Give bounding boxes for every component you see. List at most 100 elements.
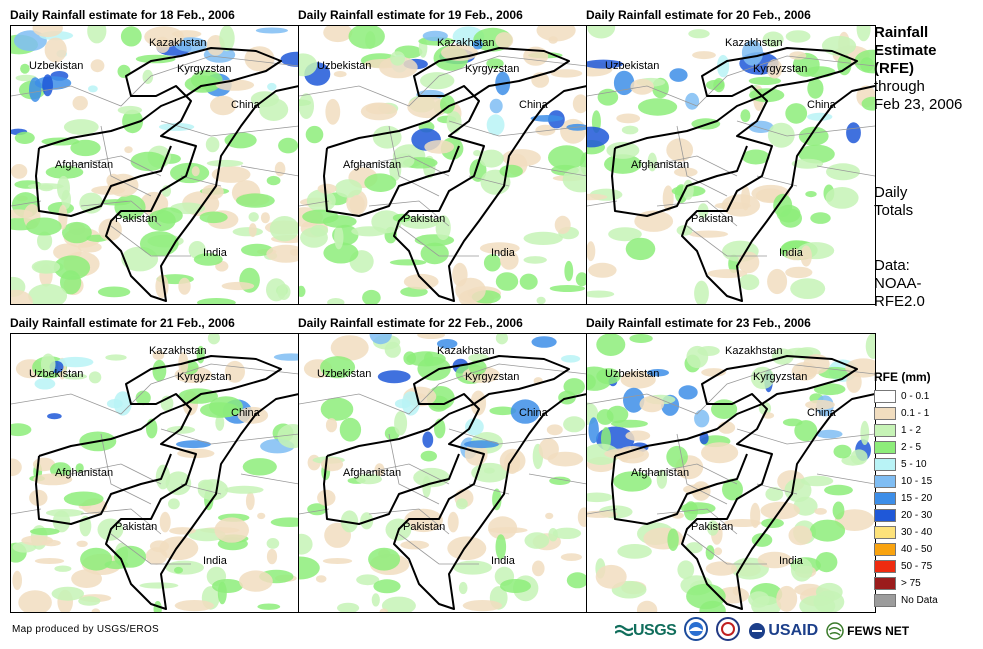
country-label-uzbekistan: Uzbekistan — [605, 368, 659, 380]
rainfall-patch — [779, 208, 802, 228]
rainfall-patch — [625, 430, 651, 441]
country-label-uzbekistan: Uzbekistan — [29, 368, 83, 380]
rainfall-patch — [549, 285, 586, 292]
rainfall-patch — [694, 409, 710, 428]
rainfall-patch — [330, 335, 369, 361]
rainfall-patch — [389, 259, 427, 266]
map-panel: Daily Rainfall estimate for 18 Feb., 200… — [10, 8, 300, 308]
rainfall-patch — [554, 215, 571, 234]
rainfall-patch — [152, 350, 165, 360]
rainfall-patch — [26, 217, 62, 236]
rainfall-patch — [334, 225, 344, 250]
rainfall-patch — [139, 582, 179, 589]
rainfall-patch — [750, 366, 775, 390]
rainfall-patch — [362, 289, 381, 304]
rainfall-patch — [236, 193, 275, 208]
rainfall-map: Kazakhstan Uzbekistan Kyrgyzstan China Afgha… — [298, 333, 588, 613]
rainfall-patch — [205, 136, 220, 153]
rainfall-patch — [373, 579, 401, 594]
rainfall-patch — [176, 440, 211, 449]
rainfall-map-svg: Kazakhstan Uzbekistan Kyrgyzstan China Afgha… — [11, 26, 299, 304]
data-line-2: NOAA- — [874, 275, 922, 292]
rainfall-patch — [666, 138, 694, 162]
rainfall-patch — [174, 37, 208, 52]
country-label-pakistan: Pakistan — [403, 213, 445, 225]
rainfall-map-svg: Kazakhstan Uzbekistan Kyrgyzstan China Afgha… — [587, 334, 875, 612]
rainfall-patch — [617, 544, 652, 559]
rainfall-patch — [685, 542, 703, 554]
rainfall-patch — [587, 126, 610, 148]
rainfall-patch — [495, 272, 519, 291]
rainfall-patch — [748, 76, 782, 85]
rainfall-patch — [606, 141, 640, 159]
rainfall-map-svg: Kazakhstan Uzbekistan Kyrgyzstan China Afgha… — [587, 26, 875, 304]
rainfall-patch — [145, 547, 168, 565]
rainfall-patch — [809, 519, 846, 542]
rainfall-patch — [613, 471, 652, 492]
rainfall-patch — [504, 452, 521, 474]
rainfall-patch — [453, 560, 492, 575]
rainfall-patch — [587, 492, 613, 503]
rainfall-patch — [470, 390, 487, 416]
rainfall-patch — [106, 399, 123, 409]
rainfall-patch — [616, 113, 641, 124]
country-label-kyrgyzstan: Kyrgyzstan — [465, 63, 519, 75]
legend-label: 0.1 - 1 — [901, 408, 930, 419]
legend-label: 40 - 50 — [901, 544, 933, 555]
rainfall-patch — [788, 525, 813, 546]
map-panel: Daily Rainfall estimate for 21 Feb., 200… — [10, 316, 300, 616]
rainfall-patch — [215, 414, 225, 431]
rainfall-patch — [738, 251, 760, 274]
rainfall-patch — [610, 419, 648, 428]
rainfall-patch — [420, 450, 437, 462]
legend-row: 50 - 75 — [874, 558, 938, 575]
rainfall-patch — [214, 517, 249, 543]
usaid-label: USAID — [768, 622, 819, 639]
rainfall-patch — [595, 564, 627, 589]
rainfall-patch — [596, 334, 626, 356]
rainfall-patch — [369, 334, 392, 345]
country-label-kazakhstan: Kazakhstan — [149, 37, 206, 49]
rainfall-patch — [420, 72, 455, 90]
rainfall-patch — [270, 517, 299, 527]
rainfall-patch — [495, 32, 514, 49]
side-title-line-2: Estimate — [874, 42, 937, 59]
rainfall-patch — [266, 278, 287, 302]
province-boundaries — [11, 363, 299, 565]
rainfall-patch — [215, 79, 255, 91]
rainfall-patch — [538, 438, 559, 460]
panel-title: Daily Rainfall estimate for 18 Feb., 200… — [10, 8, 235, 22]
rainfall-patch — [269, 216, 299, 242]
country-boundaries — [35, 47, 299, 302]
rainfall-patch — [741, 40, 764, 66]
country-label-kyrgyzstan: Kyrgyzstan — [177, 63, 231, 75]
legend-row: 5 - 10 — [874, 456, 938, 473]
rainfall-patch — [117, 64, 131, 78]
rfe-legend: RFE (mm) 0 - 0.1 0.1 - 1 1 - 2 2 - 5 5 - 10 1… — [874, 370, 938, 609]
rainfall-patch — [692, 51, 716, 60]
rainfall-patch — [120, 26, 142, 47]
rainfall-patch — [18, 590, 52, 612]
rainfall-patch — [325, 98, 341, 125]
legend-row: 2 - 5 — [874, 439, 938, 456]
country-label-uzbekistan: Uzbekistan — [317, 60, 371, 72]
rainfall-patch — [850, 449, 868, 465]
legend-items: 0 - 0.1 0.1 - 1 1 - 2 2 - 5 5 - 10 10 - 15 15 … — [874, 388, 938, 609]
rainfall-patch — [464, 440, 499, 449]
rainfall-patch — [479, 149, 504, 168]
rainfall-patch — [447, 536, 487, 561]
rainfall-patch — [315, 575, 327, 583]
rainfall-patch — [791, 158, 824, 169]
rainfall-patch — [807, 112, 833, 121]
legend-label: 2 - 5 — [901, 442, 922, 453]
rainfall-patch — [860, 420, 870, 445]
rainfall-patch — [77, 241, 102, 253]
rainfall-patch — [11, 209, 33, 219]
data-line-1: Data: — [874, 257, 910, 274]
legend-label: 15 - 20 — [901, 493, 933, 504]
rainfall-patch — [472, 39, 483, 50]
rainfall-patch — [587, 59, 624, 69]
rainfall-patch — [299, 285, 306, 297]
rainfall-patch — [437, 339, 458, 349]
country-label-uzbekistan: Uzbekistan — [317, 368, 371, 380]
